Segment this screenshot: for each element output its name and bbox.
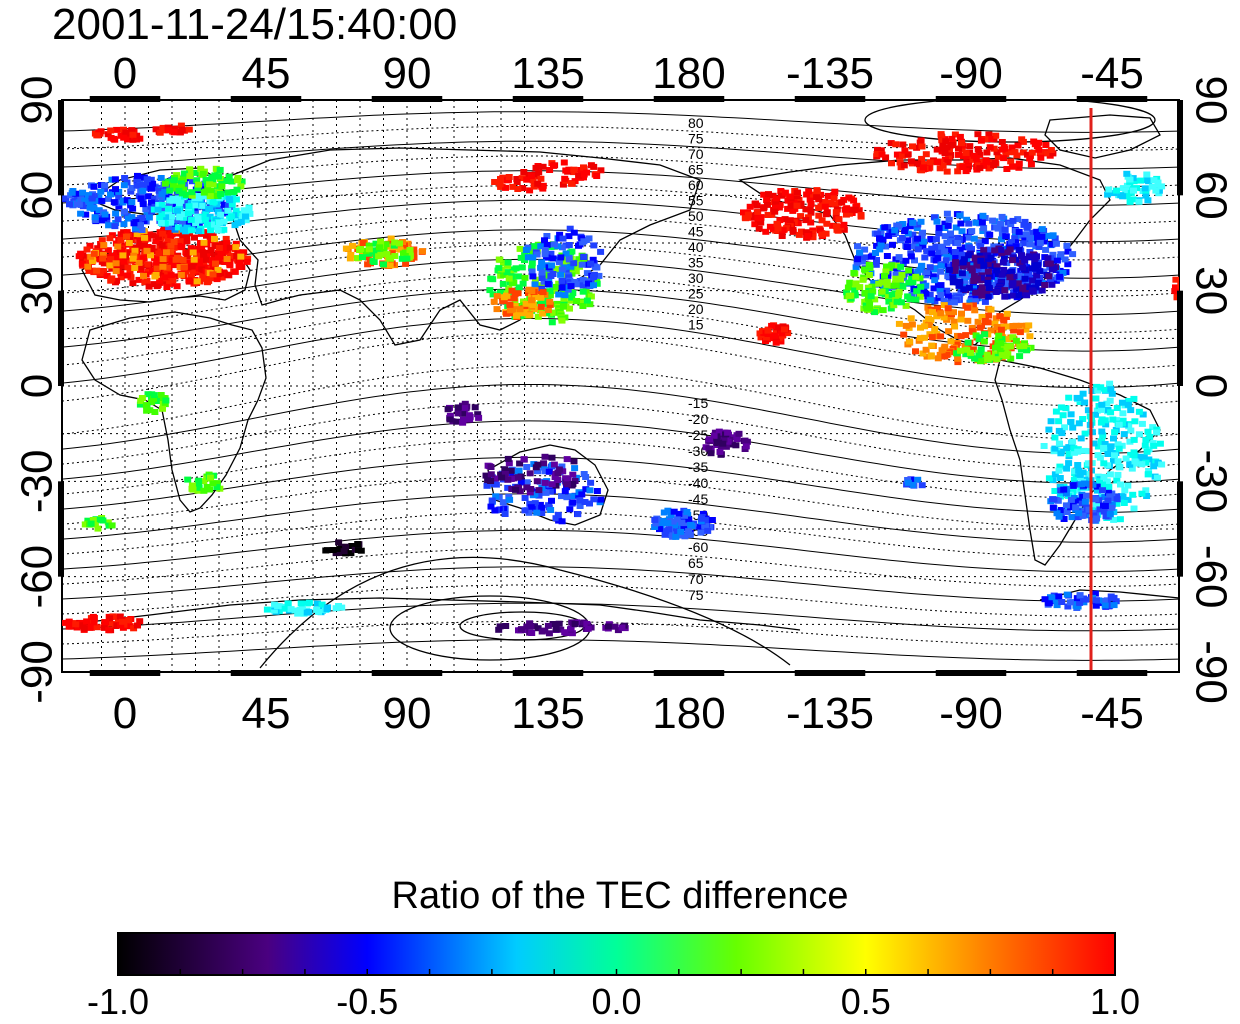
coastline-greenland (1044, 114, 1161, 159)
lat-tick-right: 0 (1186, 374, 1235, 398)
colorbar-tick-label: 1.0 (1089, 981, 1141, 1022)
lat-tick-right: 60 (1186, 171, 1235, 220)
contour-label: 20 (688, 301, 704, 317)
contour-label: 50 (688, 208, 704, 224)
lon-tick-top: 180 (652, 49, 725, 98)
lon-tick-top: 135 (511, 49, 584, 98)
lon-tick-bottom: 90 (383, 689, 432, 738)
lat-tick-right: -60 (1186, 545, 1235, 609)
lat-tick-right: 30 (1186, 266, 1235, 315)
timestamp-title: 2001-11-24/15:40:00 (52, 0, 458, 49)
lat-tick-left: -30 (13, 450, 62, 514)
contour-label: 40 (688, 239, 704, 255)
lat-tick-left: -60 (13, 545, 62, 609)
contour-label: 15 (688, 317, 704, 333)
lon-tick-top: 0 (113, 49, 137, 98)
contour-label: -45 (688, 491, 708, 507)
lat-tick-left: 0 (13, 374, 62, 398)
contour-label: 70 (688, 146, 704, 162)
lon-tick-bottom: 0 (113, 689, 137, 738)
lon-tick-top: -90 (939, 49, 1003, 98)
lat-tick-left: 60 (13, 171, 62, 220)
contour-label: 80 (688, 115, 704, 131)
contour-label: -40 (688, 475, 708, 491)
lon-tick-bottom: -135 (786, 689, 874, 738)
contour-label: 45 (688, 224, 704, 240)
lon-tick-top: 45 (242, 49, 291, 98)
lon-tick-bottom: 45 (242, 689, 291, 738)
contour-label: -25 (688, 427, 708, 443)
colorbar-tick-label: -1.0 (86, 981, 150, 1022)
colorbar-title: Ratio of the TEC difference (391, 875, 849, 917)
lat-tick-right: -90 (1186, 640, 1235, 704)
lon-tick-bottom: 180 (652, 689, 725, 738)
lat-tick-right: -30 (1186, 450, 1235, 514)
lat-tick-left: 90 (13, 76, 62, 125)
colorbar-tick-label: 0.0 (591, 981, 642, 1022)
colorbar (117, 932, 1116, 976)
contour-label: 75 (688, 587, 704, 603)
contour-label: 55 (688, 193, 704, 209)
colorbar-tick-label: 0.5 (840, 981, 891, 1022)
lon-tick-top: 90 (383, 49, 432, 98)
contour-label: -20 (688, 411, 708, 427)
coastline-south-america (994, 359, 1161, 566)
tec-ratio-pixels (62, 122, 1179, 637)
contour-label: 65 (688, 555, 704, 571)
lon-tick-top: -45 (1080, 49, 1144, 98)
contour-label: -60 (688, 539, 708, 555)
colorbar-tick-label: -0.5 (336, 981, 399, 1022)
contour-label: 30 (688, 270, 704, 286)
contour-label: 65 (688, 162, 704, 178)
contour-label: 70 (688, 571, 704, 587)
contour-label: -35 (688, 459, 708, 475)
lon-tick-bottom: -90 (939, 689, 1003, 738)
contour-label: 35 (688, 255, 704, 271)
axis-tick-bars (58, 96, 1183, 676)
axis-tick-labels: 0 45 90 135 180 -135 -90 -450 45 90 135 180 -135 -90-… (13, 49, 1236, 738)
lon-tick-top: -135 (786, 49, 874, 98)
lat-tick-right: 90 (1186, 76, 1235, 125)
lon-tick-bottom: -45 (1080, 689, 1144, 738)
lat-tick-left: -90 (13, 640, 62, 704)
magnetic-latitude-contours: 8075706560555045403530252015-15-20-25-30… (62, 100, 1179, 669)
contour-label: 25 (688, 286, 704, 302)
lat-tick-left: 30 (13, 266, 62, 315)
contour-label: 75 (688, 131, 704, 147)
contour-label: -15 (688, 395, 708, 411)
colorbar-tick-marks (179, 969, 1054, 975)
coastline-asia (219, 147, 701, 346)
lon-tick-bottom: 135 (511, 689, 584, 738)
